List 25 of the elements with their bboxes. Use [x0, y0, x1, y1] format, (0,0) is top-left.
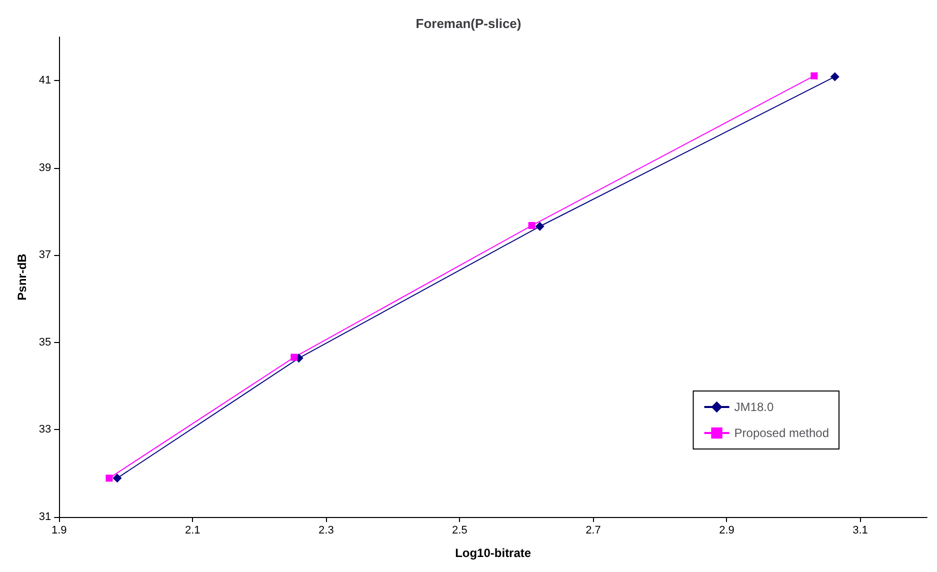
- x-tick-label: 2.9: [719, 524, 734, 536]
- x-tick-label: 2.3: [318, 524, 334, 536]
- y-tick-label: 31: [38, 511, 52, 523]
- legend-label: Proposed method: [734, 426, 830, 440]
- chart-title: Foreman(P-slice): [416, 16, 522, 31]
- y-tick-label: 35: [38, 336, 52, 348]
- point: [106, 474, 113, 482]
- x-tick-label: 2.1: [185, 524, 200, 536]
- point: [290, 354, 298, 361]
- y-tick-label: 33: [38, 424, 52, 436]
- point: [528, 222, 536, 230]
- x-tick-label: 3.1: [852, 524, 868, 536]
- point: [535, 222, 544, 231]
- y-tick-label: 41: [38, 74, 52, 87]
- y-tick-label: 37: [38, 249, 52, 262]
- x-axis-title: Log10-bitrate: [455, 546, 532, 560]
- legend-label: JM18.0: [734, 400, 774, 414]
- point: [112, 474, 122, 483]
- x-tick-label: 2.7: [586, 524, 601, 536]
- x-tick-label: 1.9: [51, 524, 67, 536]
- point: [810, 72, 818, 80]
- point: [830, 72, 840, 82]
- x-tick-label: 2.5: [452, 524, 468, 536]
- y-tick-label: 39: [38, 162, 52, 174]
- y-axis-title: Psnr-dB: [15, 253, 29, 300]
